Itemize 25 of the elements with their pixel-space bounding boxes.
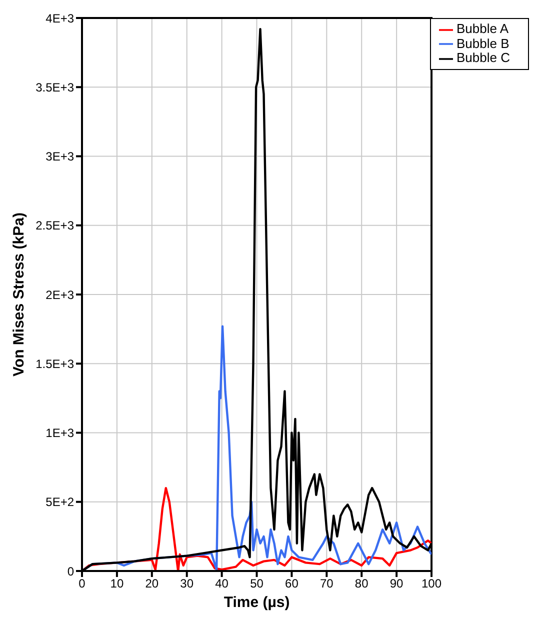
legend-label: Bubble B	[456, 36, 510, 51]
x-tick-label: 100	[422, 576, 442, 591]
x-tick-label: 20	[145, 576, 159, 591]
y-tick-label: 1.5E+3	[36, 356, 74, 371]
x-tick-label: 60	[285, 576, 299, 591]
x-tick-label: 0	[78, 576, 86, 591]
y-tick-label: 2E+3	[46, 288, 74, 302]
legend-label: Bubble C	[456, 50, 510, 66]
x-axis-title: Time (µs)	[224, 594, 290, 611]
x-tick-label: 70	[320, 576, 334, 591]
y-tick-label: 2.5E+3	[36, 218, 74, 233]
x-tick-label: 90	[390, 576, 404, 591]
y-axis-title: Von Mises Stress (kPa)	[10, 212, 28, 376]
x-tick-label: 40	[215, 576, 229, 591]
legend-label: Bubble A	[456, 21, 509, 36]
y-tick-label: 0	[67, 564, 74, 578]
x-tick-label: 80	[354, 576, 369, 591]
y-tick-label: 4E+3	[46, 11, 74, 26]
y-tick-label: 3.5E+3	[36, 80, 74, 94]
x-tick-label: 10	[110, 576, 124, 591]
x-tick-label: 50	[250, 576, 264, 591]
x-tick-label: 30	[180, 576, 194, 591]
y-tick-label: 1E+3	[46, 426, 74, 440]
y-tick-label: 5E+2	[46, 495, 74, 510]
y-tick-label: 3E+3	[46, 150, 74, 164]
